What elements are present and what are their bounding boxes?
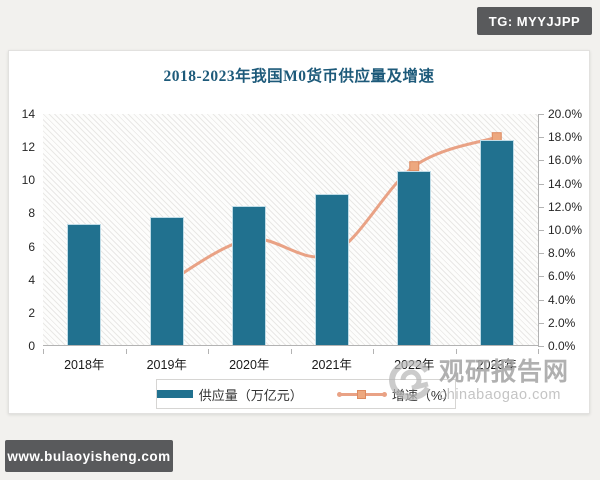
left-axis-tick: 2 <box>28 305 35 320</box>
right-axis-tick-mark <box>538 137 544 139</box>
legend-item-supply: 供应量（万亿元） <box>157 385 303 404</box>
right-axis-tick-mark <box>538 299 544 301</box>
website-badge: www.bulaoyisheng.com <box>5 440 173 472</box>
x-axis-label: 2020年 <box>229 358 270 372</box>
plot-area <box>43 114 538 346</box>
supply-bar-2022年 <box>397 171 432 345</box>
right-axis-tick: 0.0% <box>548 339 576 353</box>
left-axis-tick: 6 <box>28 239 35 254</box>
x-axis-label: 2021年 <box>311 358 352 372</box>
right-axis-tick-mark <box>538 346 544 347</box>
x-axis-tick-mark <box>538 349 539 354</box>
right-axis-tick: 4.0% <box>548 292 576 307</box>
supply-bar-2018年 <box>67 224 102 345</box>
left-axis-tick: 12 <box>21 140 35 155</box>
supply-bar-2019年 <box>149 217 184 345</box>
x-axis-tick-mark <box>208 349 209 354</box>
x-axis-label: 2018年 <box>64 358 105 372</box>
right-axis-tick-mark <box>538 322 544 324</box>
supply-bar-2021年 <box>314 194 349 345</box>
legend-item-growth: 增速（%） <box>337 385 456 404</box>
left-axis-tick: 0 <box>28 339 35 353</box>
right-axis: 20.0% 18.0% 16.0% 14.0% 12.0% 10.0% 8.0% 6.0% 4.… <box>538 108 590 352</box>
watermark-domain: chinabaogao.com <box>439 386 561 403</box>
right-axis-tick-mark <box>538 183 544 185</box>
chart-title: 2018-2023年我国M0货币供应量及增速 <box>163 68 435 85</box>
right-axis-tick: 14.0% <box>548 176 583 191</box>
right-axis-tick-mark <box>538 276 544 278</box>
x-axis-tick-mark <box>43 349 44 354</box>
right-axis-tick: 6.0% <box>548 269 576 284</box>
x-axis-label: 2023年 <box>476 358 517 372</box>
right-axis-tick: 10.0% <box>548 223 583 237</box>
right-axis-tick: 16.0% <box>548 153 583 168</box>
right-axis-tick: 12.0% <box>548 199 583 214</box>
bar-swatch-icon <box>157 390 193 398</box>
right-axis-tick: 2.0% <box>548 315 576 330</box>
legend-label-supply: 供应量（万亿元） <box>198 387 303 403</box>
right-axis-tick: 18.0% <box>548 130 583 145</box>
right-axis-tick-mark <box>538 230 544 231</box>
x-axis-tick-mark <box>290 349 292 354</box>
left-axis-tick: 4 <box>28 272 35 287</box>
line-swatch-icon <box>337 389 387 399</box>
x-axis-tick-mark <box>373 349 374 354</box>
right-axis-tick-mark <box>538 253 544 255</box>
left-axis-tick: 10 <box>21 173 35 188</box>
right-axis-tick: 8.0% <box>548 246 576 261</box>
chart-card: 2018-2023年我国M0货币供应量及增速 14 12 10 8 6 4 2 0 20.0%… <box>8 50 590 414</box>
left-axis-tick: 8 <box>28 206 35 221</box>
x-axis-label: 2019年 <box>146 358 187 372</box>
growth-line-chart <box>161 132 502 289</box>
x-axis: 2018年 2019年 2020年 2021年 2022年 2023年 <box>43 349 539 372</box>
left-axis-tick: 14 <box>21 107 35 121</box>
legend-label-growth: 增速（%） <box>391 387 456 403</box>
legend: 供应量（万亿元） 增速（%） <box>156 379 456 409</box>
right-axis-tick: 20.0% <box>548 107 583 121</box>
growth-marker <box>409 161 420 172</box>
x-axis-label: 2022年 <box>394 358 435 372</box>
supply-bar-2023年 <box>479 139 514 345</box>
telegram-badge: TG: MYYJJPP <box>477 7 592 35</box>
right-axis-tick-mark <box>538 160 544 162</box>
x-axis-tick-mark <box>125 349 127 354</box>
right-axis-tick-mark <box>538 114 544 115</box>
website-badge-text: www.bulaoyisheng.com <box>7 448 171 464</box>
left-axis: 14 12 10 8 6 4 2 0 <box>11 108 39 352</box>
supply-bar-2020年 <box>232 205 267 345</box>
x-axis-tick-mark <box>455 349 457 354</box>
telegram-badge-text: TG: MYYJJPP <box>488 13 581 29</box>
right-axis-tick-mark <box>538 206 544 208</box>
